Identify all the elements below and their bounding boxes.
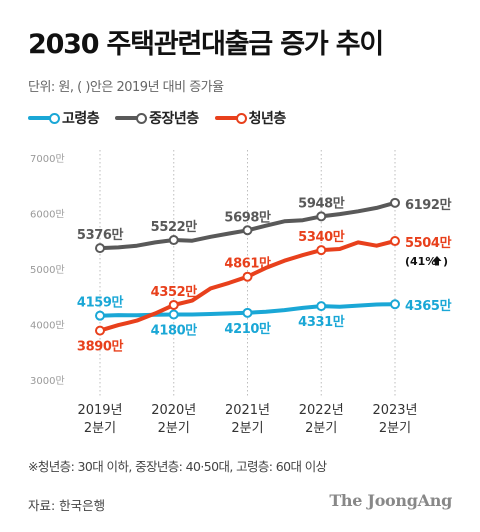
x-tick-label: 2분기 — [379, 421, 411, 436]
data-label: 5376만 — [77, 227, 124, 243]
x-tick-label: 2분기 — [158, 421, 190, 436]
legend-item-elderly: 고령층 — [28, 108, 100, 128]
data-point — [316, 301, 327, 312]
data-point — [95, 325, 105, 336]
chart-title: 2030 주택관련대출금 증가 추이 — [28, 29, 384, 60]
legend-item-middle-aged: 중장년층 — [115, 108, 199, 128]
x-tick-label: 2021년 — [225, 403, 270, 418]
x-tick-label: 2020년 — [151, 403, 196, 418]
data-label: 4365만 — [405, 298, 452, 314]
data-label: 5698만 — [224, 209, 271, 225]
data-point — [168, 235, 179, 246]
legend-swatch-youth — [214, 111, 247, 125]
y-tick-label: 7000만 — [30, 153, 65, 165]
data-point — [242, 307, 253, 318]
data-point — [95, 243, 105, 254]
data-point — [316, 211, 327, 222]
data-point — [316, 245, 327, 256]
data-point — [242, 225, 253, 236]
brand-logo: The JoongAng — [329, 491, 452, 510]
legend-dot — [49, 113, 60, 124]
growth-annotation: (41% — [405, 255, 436, 268]
x-tick-label: 2분기 — [231, 421, 263, 436]
data-label: 4180만 — [151, 323, 198, 339]
legend-line — [214, 116, 245, 120]
legend-dot — [235, 113, 247, 124]
data-label: 3890만 — [77, 339, 124, 355]
x-tick-label: 2023년 — [372, 403, 417, 418]
legend-item-youth: 청년층 — [214, 108, 287, 128]
growth-annotation-paren: ) — [443, 255, 448, 268]
legend: 고령층 중장년층 청년층 — [28, 108, 302, 128]
data-point — [390, 197, 400, 208]
legend-dot — [136, 113, 148, 124]
footnote: ※청년층: 30대 이하, 중장년층: 40·50대, 고령층: 60대 이상 — [28, 459, 327, 474]
y-tick-label: 5000만 — [30, 264, 65, 276]
source-credit: 자료: 한국은행 — [28, 498, 106, 513]
x-tick-label: 2분기 — [305, 421, 337, 436]
data-label: 4352만 — [151, 284, 198, 300]
unit-note: 단위: 원, ( )안은 2019년 대비 증가율 — [28, 80, 224, 95]
data-label: 5504만 — [405, 235, 452, 251]
legend-line — [115, 116, 146, 120]
data-point — [168, 299, 179, 310]
legend-swatch-middle-aged — [115, 111, 148, 125]
data-point — [242, 271, 253, 282]
data-label: 4861만 — [224, 256, 271, 272]
legend-swatch-elderly — [28, 111, 60, 125]
y-tick-label: 4000만 — [30, 320, 65, 332]
legend-label-youth: 청년층 — [248, 111, 287, 127]
x-tick-label: 2022년 — [299, 403, 344, 418]
y-tick-label: 6000만 — [30, 209, 65, 221]
data-label: 5340만 — [298, 229, 345, 245]
data-label: 4210만 — [224, 321, 271, 337]
data-label: 6192만 — [405, 197, 452, 213]
data-point — [95, 310, 105, 321]
x-tick-label: 2분기 — [84, 421, 116, 436]
data-point — [390, 236, 400, 247]
legend-label-elderly: 고령층 — [62, 111, 100, 127]
data-label: 5522만 — [151, 219, 198, 235]
x-tick-label: 2019년 — [77, 403, 122, 418]
y-tick-label: 3000만 — [30, 375, 65, 387]
data-point — [168, 309, 179, 320]
data-label: 5948만 — [298, 195, 345, 211]
data-label: 4331만 — [298, 314, 345, 330]
legend-line — [28, 116, 58, 120]
data-label: 4159만 — [77, 295, 124, 311]
data-point — [390, 299, 400, 310]
legend-label-middle-aged: 중장년층 — [149, 111, 199, 127]
up-arrow-icon — [432, 256, 442, 266]
